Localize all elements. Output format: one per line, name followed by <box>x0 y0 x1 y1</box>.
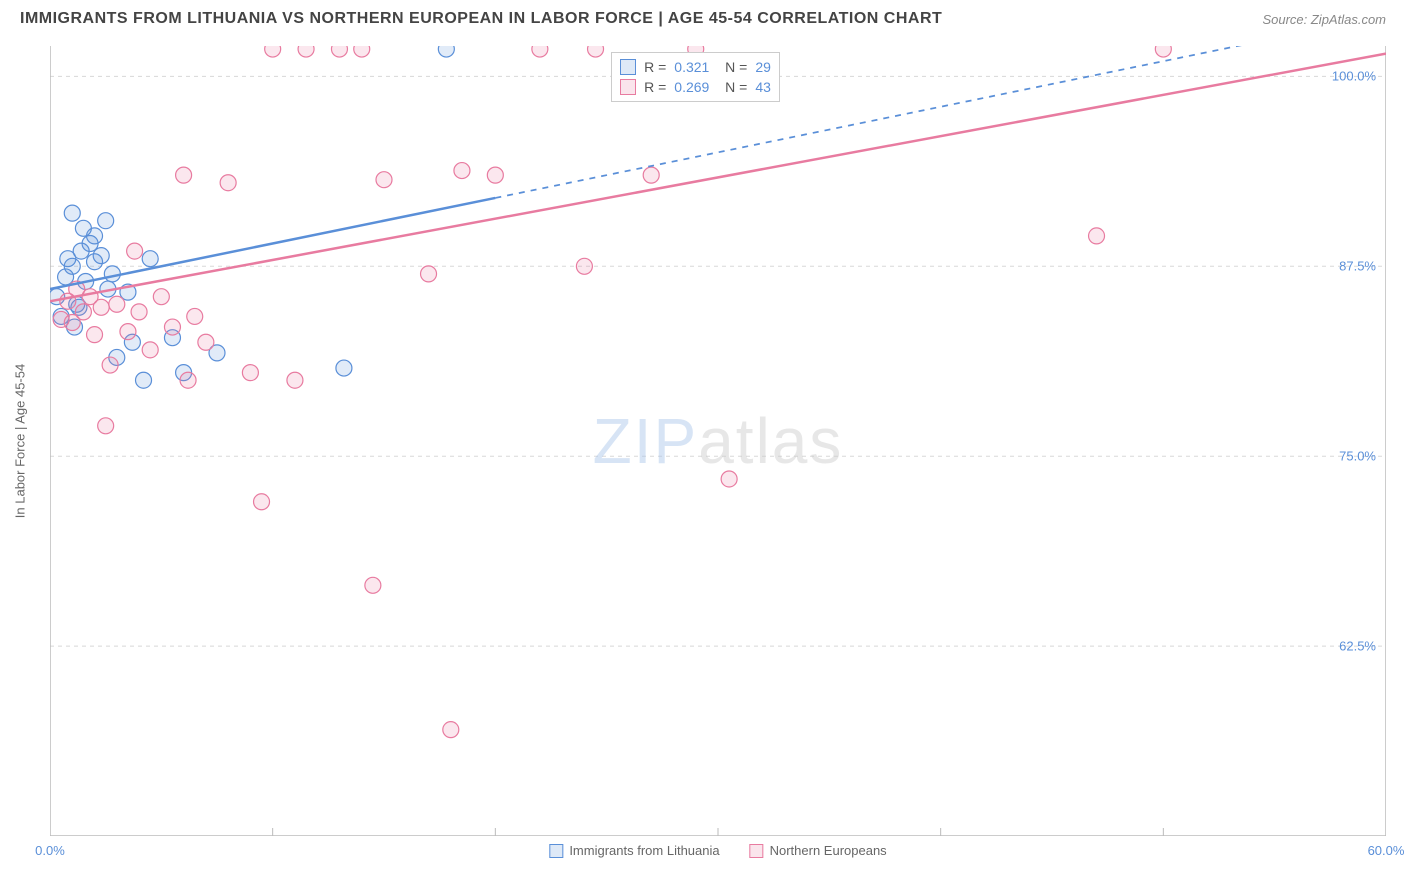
stats-r-value: 0.269 <box>674 79 709 95</box>
stats-swatch-icon <box>620 79 636 95</box>
x-tick-label: 0.0% <box>35 843 65 858</box>
y-tick-label: 87.5% <box>1339 259 1376 274</box>
stats-row: R = 0.321 N = 29 <box>620 57 771 77</box>
scatter-plot <box>50 46 1386 836</box>
x-tick-label: 60.0% <box>1368 843 1405 858</box>
legend-swatch-icon <box>549 844 563 858</box>
y-tick-label: 75.0% <box>1339 449 1376 464</box>
legend-swatch-icon <box>750 844 764 858</box>
source-attribution: Source: ZipAtlas.com <box>1262 12 1386 27</box>
legend-item-lithuania: Immigrants from Lithuania <box>549 843 719 858</box>
stats-r-label: R = <box>644 79 666 95</box>
stats-n-label: N = <box>717 79 747 95</box>
stats-n-value: 29 <box>755 59 771 75</box>
stats-r-value: 0.321 <box>674 59 709 75</box>
y-tick-label: 100.0% <box>1332 69 1376 84</box>
legend-item-northern: Northern Europeans <box>750 843 887 858</box>
legend-label: Immigrants from Lithuania <box>569 843 719 858</box>
stats-legend-box: R = 0.321 N = 29R = 0.269 N = 43 <box>611 52 780 102</box>
stats-swatch-icon <box>620 59 636 75</box>
chart-title: IMMIGRANTS FROM LITHUANIA VS NORTHERN EU… <box>20 10 942 28</box>
bottom-legend: Immigrants from Lithuania Northern Europ… <box>549 843 886 858</box>
chart-container: In Labor Force | Age 45-54 ZIPatlas R = … <box>50 46 1386 836</box>
header: IMMIGRANTS FROM LITHUANIA VS NORTHERN EU… <box>0 0 1406 38</box>
y-axis-label: In Labor Force | Age 45-54 <box>13 364 28 518</box>
stats-n-value: 43 <box>755 79 771 95</box>
y-tick-label: 62.5% <box>1339 639 1376 654</box>
stats-n-label: N = <box>717 59 747 75</box>
stats-r-label: R = <box>644 59 666 75</box>
legend-label: Northern Europeans <box>770 843 887 858</box>
stats-row: R = 0.269 N = 43 <box>620 77 771 97</box>
